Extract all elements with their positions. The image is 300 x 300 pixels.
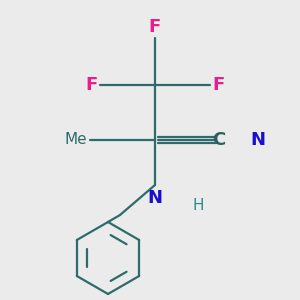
Text: F: F [149,18,161,36]
Text: N: N [250,131,265,149]
Text: C: C [212,131,225,149]
Text: N: N [148,189,163,207]
Text: F: F [86,76,98,94]
Text: Me: Me [64,133,87,148]
Text: F: F [212,76,224,94]
Text: H: H [192,198,203,213]
